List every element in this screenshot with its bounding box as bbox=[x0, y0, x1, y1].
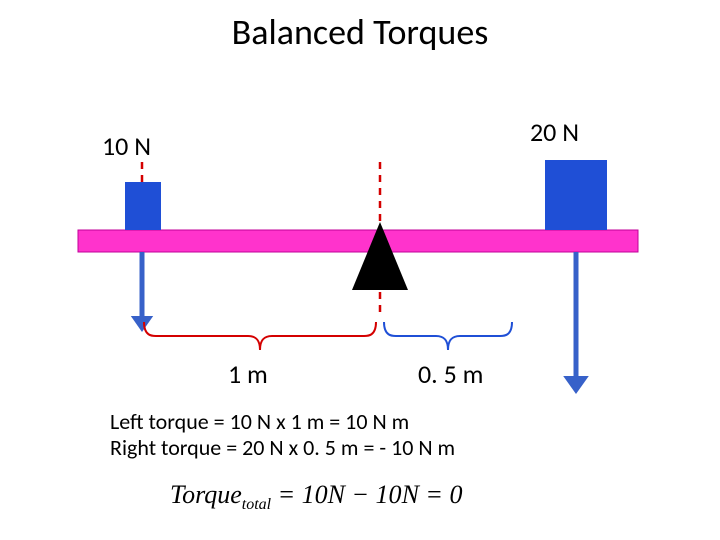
right-distance-label: 0. 5 m bbox=[418, 358, 483, 390]
left-torque-calc: Left torque = 10 N x 1 m = 10 N m bbox=[110, 408, 409, 435]
torque-diagram bbox=[0, 0, 720, 400]
right-torque-calc: Right torque = 20 N x 0. 5 m = - 10 N m bbox=[110, 434, 455, 461]
torque-formula: Torquetotal = 10N − 10N = 0 bbox=[170, 480, 462, 514]
left-distance-label: 1 m bbox=[228, 358, 268, 390]
